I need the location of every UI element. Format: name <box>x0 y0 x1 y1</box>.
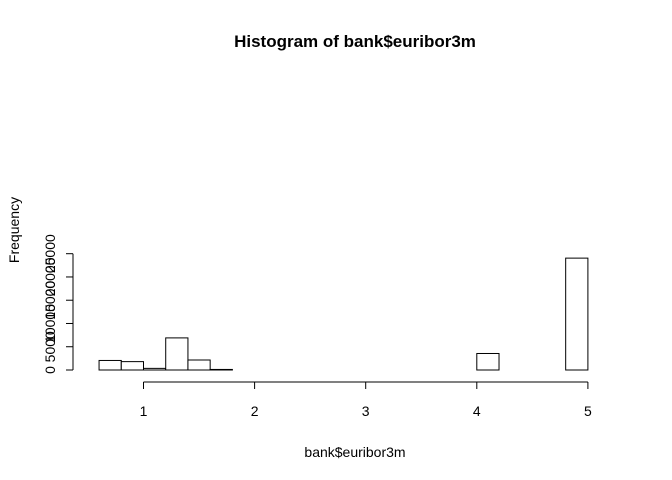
x-axis: 1 2 3 4 5 <box>140 381 592 419</box>
x-tick-label-3: 3 <box>362 403 370 419</box>
chart-title: Histogram of bank$euribor3m <box>234 32 476 51</box>
bars-group <box>98 257 589 371</box>
y-axis-label: Frequency <box>6 197 22 263</box>
y-tick-label-15000: 15000 <box>42 281 58 320</box>
x-axis-label: bank$euribor3m <box>304 444 405 460</box>
histogram-bar-17 <box>476 352 500 371</box>
y-tick-label-0: 0 <box>42 366 58 374</box>
histogram-bar-1 <box>120 361 144 371</box>
y-tick-label-25000: 25000 <box>42 234 58 273</box>
histogram-bar-5 <box>209 368 233 371</box>
y-tick-label-5000: 5000 <box>42 331 58 362</box>
y-tick-label-10000: 10000 <box>42 304 58 343</box>
x-tick-label-1: 1 <box>140 403 148 419</box>
y-tick-label-20000: 20000 <box>42 257 58 296</box>
histogram-bar-3 <box>165 337 189 371</box>
histogram-bar-4 <box>187 359 211 371</box>
histogram-bar-21 <box>565 257 589 371</box>
x-tick-label-2: 2 <box>251 403 259 419</box>
x-tick-label-5: 5 <box>584 403 592 419</box>
x-tick-label-4: 4 <box>473 403 481 419</box>
histogram-bar-0 <box>98 359 122 371</box>
histogram-bar-2 <box>143 367 167 371</box>
